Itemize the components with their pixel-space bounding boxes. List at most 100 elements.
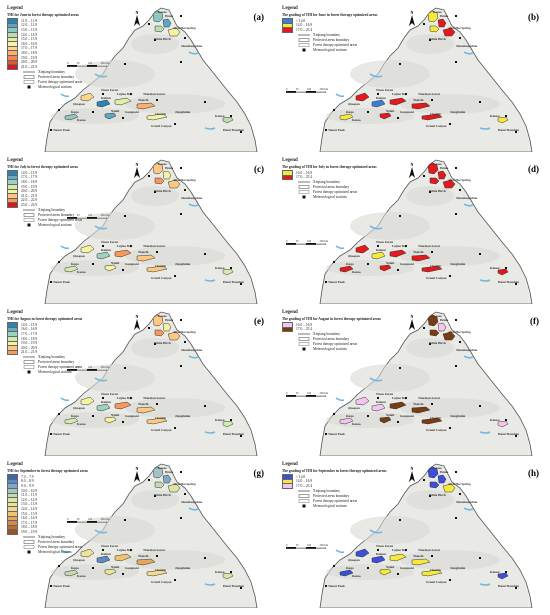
forest-therapy-area [152,10,164,23]
place-label: Tianchi [413,250,424,254]
legend-symbol-row: Xinjiang boundary [23,69,127,74]
legend-class-range: 21.0 – 21.9 [21,64,38,69]
forest-therapy-area [497,116,509,124]
legend-class-range: 14.0 – 16.9 [296,23,313,28]
meteorological-station [515,131,517,133]
forest-therapy-area [114,249,132,258]
legend-symbol-label: Protected areas boundary [313,37,350,42]
lake-water [94,225,108,230]
scale-bar-segment [67,217,77,219]
place-label: Cherish [155,264,166,268]
xinjiang-map [319,463,533,608]
legend-class-range: < 14.0 [296,474,306,479]
forest-therapy-area [411,254,431,262]
scale-bar: 0 50 100 200 km [285,392,328,399]
place-label: White Birch [429,493,446,497]
meteorological-station [124,215,126,217]
scale-tick-label: 0 [67,214,69,217]
forest-therapy-area [167,27,181,37]
panel-label: (d) [528,164,539,174]
meteorological-station [505,571,507,573]
meteorological-station [325,129,327,131]
forest-therapy-area [114,97,132,106]
place-label: Lujiao Bay [117,396,133,400]
place-label: Cherish [155,112,166,116]
place-label: Kuitun [101,248,111,252]
forest-therapy-area [339,113,354,121]
place-label: Tomur Peak [53,432,70,436]
place-label: Qiaopan [73,102,85,106]
legend-class-range: 16.0 – 16.9 [21,327,38,332]
place-label: Cherish [430,568,441,572]
place-label: Wusu Forest [376,240,394,244]
map-legend: Legend THI for September in forest therap… [7,462,127,554]
forest-therapy-area [96,251,111,260]
station-square [27,550,31,554]
forest-therapy-area [80,396,95,406]
meteorological-station [399,519,401,521]
legend-class: 17.0 – 25.4 [282,326,402,333]
meteorological-station [156,403,158,405]
xinjiang-map [44,159,258,304]
legend-symbol-row: Forest therapy optimized areas [298,499,402,504]
boundary-symbol-icon [23,356,35,358]
lake-water [60,549,70,554]
scale-bar: 0 50 100 200 km [66,214,109,221]
forest-therapy-area [442,483,456,493]
legend-swatch [282,27,293,34]
legend-heading: Legend [282,310,298,315]
legend-title: THI for September in forest therapy opti… [7,469,88,474]
meteorological-station [479,405,481,407]
north-letter: N [135,162,139,167]
north-arrow-shape [134,167,140,178]
place-label: Jiangbulak [450,110,466,114]
meteorological-station [431,403,433,405]
legend-class-range: 17.0 – 17.9 [21,46,38,51]
meteorological-station [230,571,232,573]
legend-class-range: 14.0 – 16.9 [296,322,313,327]
lake-water [204,431,216,434]
legend-symbol-label: Forest therapy optimized areas [313,42,358,47]
forest-therapy-area [429,481,440,489]
lake-water [479,279,491,282]
north-arrow: N [408,10,416,28]
north-arrow-shape [134,471,140,482]
forest-therapy-area [80,244,95,254]
station-square [302,48,306,52]
scale-tick-label: 50 [76,62,80,65]
scale-bar-segment [67,65,77,67]
legend-class-range: 21.0 – 21.9 [21,350,38,355]
xinjiang-map [44,7,258,152]
lake-water [94,73,108,78]
place-label: Altai Hot Spring [173,26,196,30]
meteorological-station [204,253,206,255]
scale-bar-segment [286,547,296,549]
forest-box [298,190,310,195]
scale-bar-graphic [285,546,327,549]
scale-ticks: 0 50 100 200 km [67,518,109,521]
scale-bar-segment [87,521,97,523]
terrain-shading [51,564,139,580]
place-label: Kanas [158,466,167,470]
scale-bar-segment [286,395,296,397]
protected-symbol-icon [298,494,310,498]
scale-tick-label: 50 [295,392,299,395]
scale-ticks: 0 50 100 200 km [286,392,328,395]
meteorological-station [405,397,407,399]
legend-symbol-label: Forest therapy optimized areas [313,190,358,195]
legend-swatch [7,529,18,535]
place-label: Kalasu [490,114,500,118]
meteorological-station [130,397,132,399]
lake-water [369,225,383,230]
forest-symbol-icon [298,342,310,347]
meteorological-station [102,549,104,551]
place-label: Hami Tianshan [223,280,245,284]
place-label: Tianchi [413,554,424,558]
scale-tick-label: 50 [295,88,299,91]
meteorological-station [240,131,242,133]
place-label: Kanas [158,10,167,14]
legend-symbol-label: Xinjiang boundary [313,488,341,493]
forest-therapy-area [411,102,431,110]
legend-symbol-label: Protected areas boundary [38,360,75,365]
